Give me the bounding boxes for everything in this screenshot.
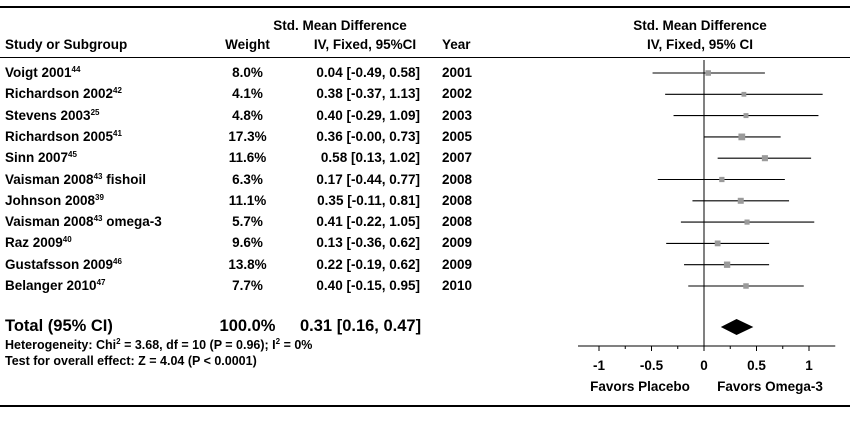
study-ci: 0.17 [-0.44, 0.77] [316, 171, 420, 187]
point-estimate-marker [719, 176, 725, 183]
study-name: Belanger 201047 [5, 278, 106, 293]
study-name: Stevens 200325 [5, 107, 100, 123]
x-tick-label: 0 [700, 358, 708, 373]
x-tick-label: -0.5 [640, 358, 664, 373]
study-ci: 0.22 [-0.19, 0.62] [316, 256, 420, 272]
study-weight: 13.8% [228, 256, 267, 272]
total-weight: 100.0% [219, 317, 276, 335]
study-ci: 0.40 [-0.15, 0.95] [316, 278, 420, 293]
study-name: Sinn 200745 [5, 150, 77, 166]
x-tick-label: 1 [805, 358, 813, 373]
study-year: 2003 [442, 107, 473, 123]
study-name: Johnson 200839 [5, 192, 104, 208]
total-label: Total (95% CI) [5, 317, 113, 335]
top-rule [0, 6, 850, 8]
bottom-rule [0, 405, 850, 407]
point-estimate-marker [741, 91, 747, 97]
favors-placebo-label: Favors Placebo [590, 379, 690, 394]
study-year: 2009 [442, 235, 473, 251]
study-weight: 7.7% [232, 278, 263, 293]
point-estimate-marker [761, 155, 768, 162]
favors-omega3-label: Favors Omega-3 [717, 379, 823, 394]
plot-title: Std. Mean Difference [633, 18, 767, 33]
study-ci: 0.58 [0.13, 1.02] [320, 150, 420, 166]
study-name: Raz 200940 [5, 235, 72, 251]
study-name: Vaisman 200843 omega-3 [5, 214, 162, 230]
study-ci: 0.38 [-0.37, 1.13] [316, 86, 420, 102]
header-rule [0, 57, 850, 58]
study-name: Gustafsson 200946 [5, 256, 122, 272]
study-weight: 11.6% [228, 150, 267, 166]
point-estimate-marker [743, 283, 749, 289]
total-ci: 0.31 [0.16, 0.47] [300, 317, 422, 335]
year-column-header: Year [442, 37, 471, 52]
point-estimate-marker [744, 219, 750, 225]
study-year: 2010 [442, 278, 473, 293]
x-tick-label: -1 [593, 358, 605, 373]
study-year: 2008 [442, 214, 473, 230]
point-estimate-marker [705, 70, 711, 76]
study-year: 2001 [442, 65, 473, 80]
ci-column-header: IV, Fixed, 95%CI [313, 37, 417, 52]
weight-column-header: Weight [225, 37, 270, 52]
study-weight: 9.6% [232, 235, 263, 251]
study-ci: 0.13 [-0.36, 0.62] [316, 235, 420, 251]
study-weight: 8.0% [232, 65, 263, 80]
point-estimate-marker [743, 113, 749, 119]
study-year: 2009 [442, 256, 473, 272]
study-year: 2002 [442, 86, 473, 102]
point-estimate-marker [737, 197, 744, 204]
study-column-header: Study or Subgroup [5, 37, 128, 52]
study-year: 2007 [442, 150, 473, 166]
point-estimate-marker [714, 240, 721, 247]
study-ci: 0.35 [-0.11, 0.81] [317, 192, 420, 208]
study-ci: 0.41 [-0.22, 1.05] [316, 214, 420, 230]
study-weight: 4.8% [232, 107, 263, 123]
study-year: 2005 [442, 128, 473, 144]
study-weight: 6.3% [232, 171, 263, 187]
study-ci: 0.36 [-0.00, 0.73] [316, 128, 420, 144]
study-ci: 0.40 [-0.29, 1.09] [316, 107, 420, 123]
study-name: Richardson 200242 [5, 86, 122, 102]
smd-column-group-header: Std. Mean Difference [273, 18, 407, 33]
study-weight: 5.7% [232, 214, 263, 230]
heterogeneity-text: Heterogeneity: Chi2 = 3.68, df = 10 (P =… [5, 337, 313, 352]
study-name: Richardson 200541 [5, 128, 122, 144]
study-name: Vaisman 200843 fishoil [5, 171, 146, 187]
x-tick-label: 0.5 [747, 358, 766, 373]
study-weight: 4.1% [232, 86, 263, 102]
study-year: 2008 [442, 192, 473, 208]
study-weight: 17.3% [228, 128, 267, 144]
study-year: 2008 [442, 171, 473, 187]
study-ci: 0.04 [-0.49, 0.58] [316, 65, 420, 80]
study-weight: 11.1% [228, 192, 267, 208]
point-estimate-marker [738, 133, 746, 141]
pooled-diamond [720, 319, 754, 335]
study-name: Voigt 200144 [5, 65, 81, 80]
point-estimate-marker [723, 261, 731, 268]
overall-effect-text: Test for overall effect: Z = 4.04 (P < 0… [5, 354, 257, 368]
plot-subtitle: IV, Fixed, 95% CI [646, 37, 754, 52]
